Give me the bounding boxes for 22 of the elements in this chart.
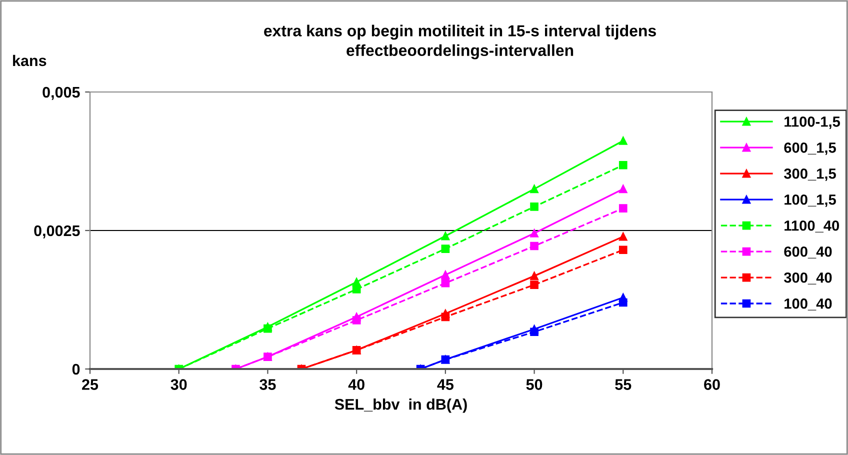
legend-label: 300_1,5 xyxy=(784,168,836,181)
x-tick-label: 35 xyxy=(260,379,276,390)
y-tick-label: 0,005 xyxy=(42,86,80,100)
x-tick-label: 50 xyxy=(526,379,542,390)
x-tick-label: 45 xyxy=(437,379,454,390)
x-tick-label: 30 xyxy=(170,379,187,390)
x-axis-title: SEL_bbv in dB(A) xyxy=(334,398,467,413)
y-axis-title: kans xyxy=(13,54,46,66)
legend-label: 1100-1,5 xyxy=(784,116,840,129)
x-tick-label: 55 xyxy=(615,379,632,390)
legend-label: 100_1,5 xyxy=(784,194,836,207)
chart-title: extra kans op begin motiliteit in 15-s interval tijdens effectbeoordelings-intervallen xyxy=(264,24,656,60)
y-tick-label: 0,0025 xyxy=(34,225,80,238)
legend-label: 600_1,5 xyxy=(784,142,836,155)
y-tick-label: 0 xyxy=(72,364,80,375)
legend-label: 1100_40 xyxy=(784,220,840,232)
x-tick-label: 40 xyxy=(348,379,364,390)
legend-label: 300_40 xyxy=(784,272,832,284)
x-tick-label: 25 xyxy=(82,379,98,390)
legend-label: 600_40 xyxy=(784,246,832,258)
x-tick-label: 60 xyxy=(704,379,720,390)
legend-label: 100_40 xyxy=(784,298,832,310)
